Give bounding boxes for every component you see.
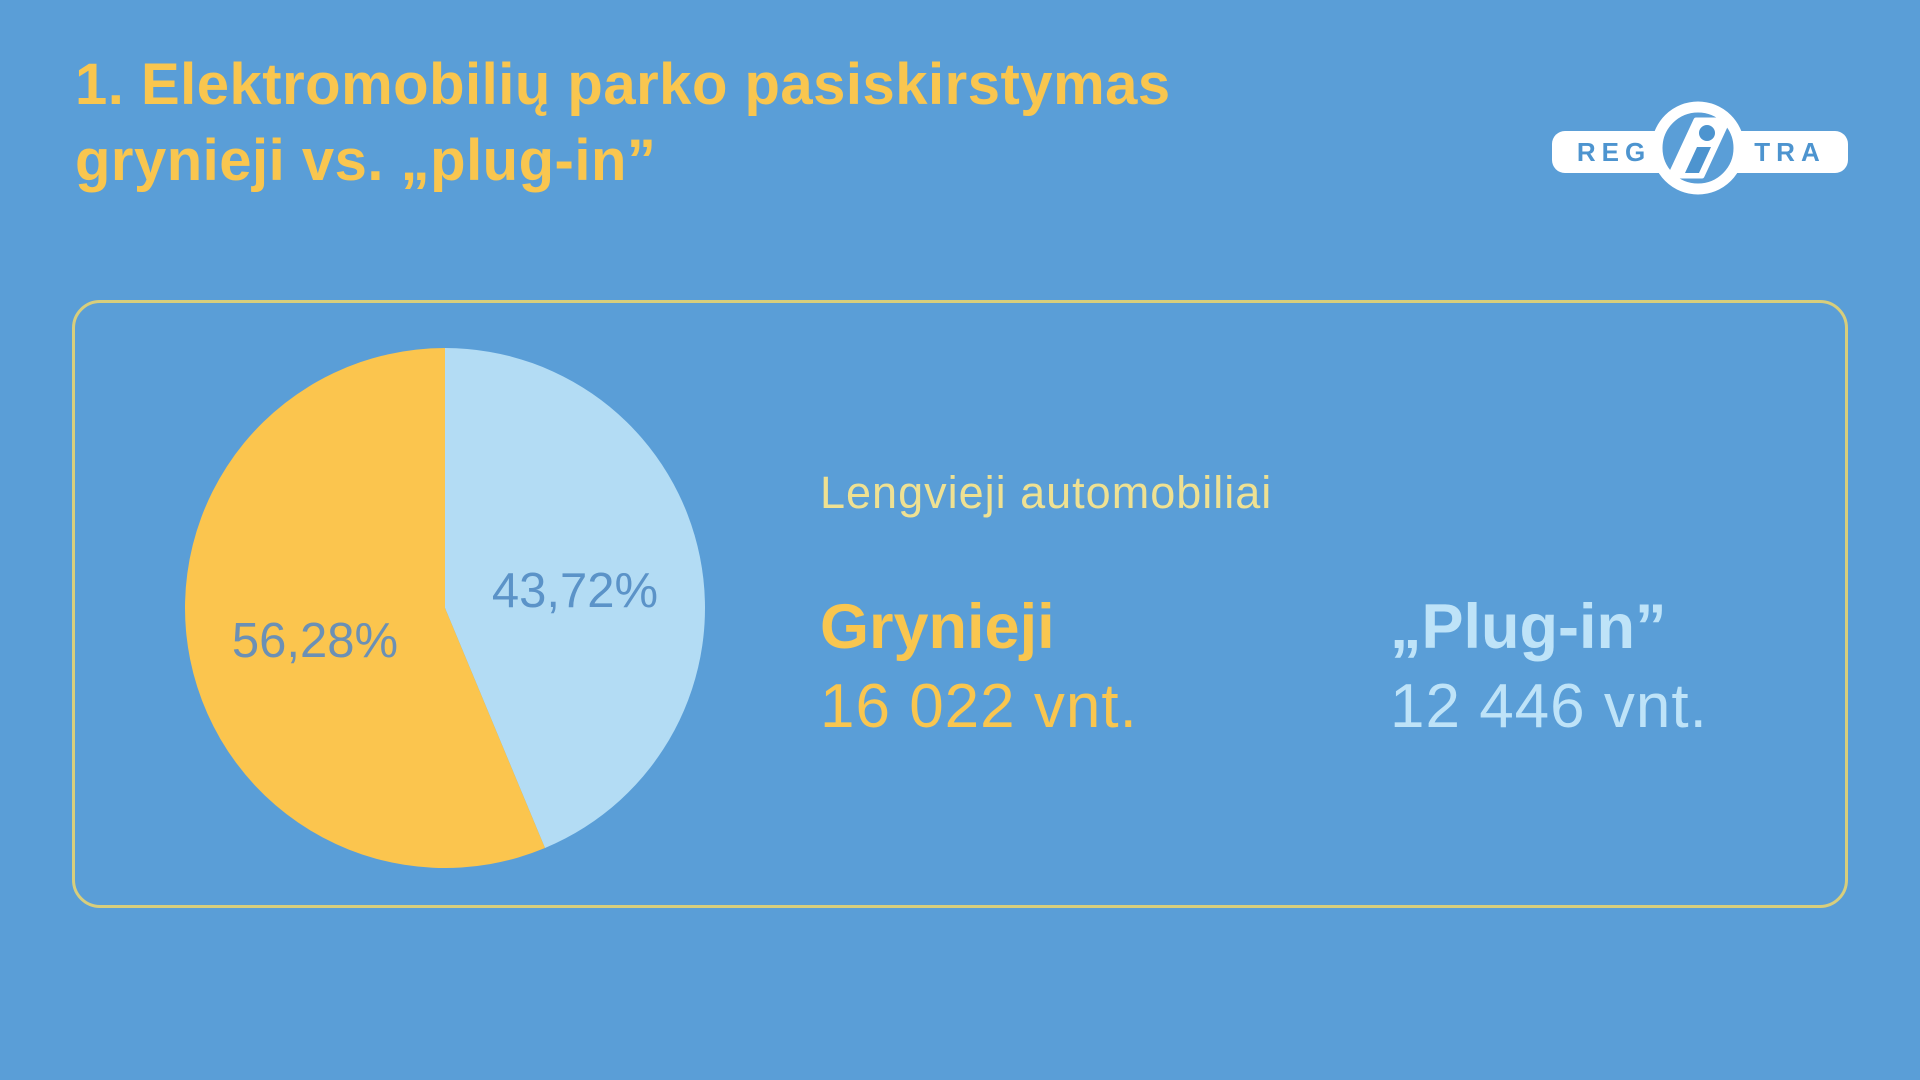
page-title-line2: grynieji vs. „plug-in” <box>75 128 657 193</box>
logo-i-stem <box>1685 147 1711 173</box>
pie-chart: 56,28% 43,72% <box>185 348 705 868</box>
stat-grynieji-label: Grynieji <box>820 592 1055 662</box>
pie-label-plugin-pct: 43,72% <box>492 564 658 618</box>
page-title-line1: 1. Elektromobilių parko pasiskirstymas <box>75 52 1171 117</box>
chart-panel <box>72 300 1848 908</box>
stat-plugin: „Plug-in” 12 446 vnt. <box>1390 590 1708 744</box>
logo-pill-left <box>1552 131 1680 173</box>
logo-text-tra: TRA <box>1754 137 1825 167</box>
logo-i-dot <box>1699 125 1715 141</box>
regitra-logo: REG TRA <box>1552 101 1848 195</box>
logo-pill-right <box>1718 131 1848 173</box>
page-title: 1. Elektromobilių parko pasiskirstymas g… <box>75 47 1171 199</box>
chart-subtitle: Lengvieji automobiliai <box>820 467 1273 518</box>
stat-plugin-label: „Plug-in” <box>1390 592 1667 662</box>
pie-label-grynieji-pct: 56,28% <box>232 614 398 668</box>
stat-grynieji: Grynieji 16 022 vnt. <box>820 590 1138 744</box>
stat-grynieji-value: 16 022 vnt. <box>820 672 1138 741</box>
pie-slice-grynieji <box>185 348 545 868</box>
logo-text-reg: REG <box>1577 137 1651 167</box>
stat-plugin-value: 12 446 vnt. <box>1390 672 1708 741</box>
pie-slice-plugin <box>445 348 705 848</box>
